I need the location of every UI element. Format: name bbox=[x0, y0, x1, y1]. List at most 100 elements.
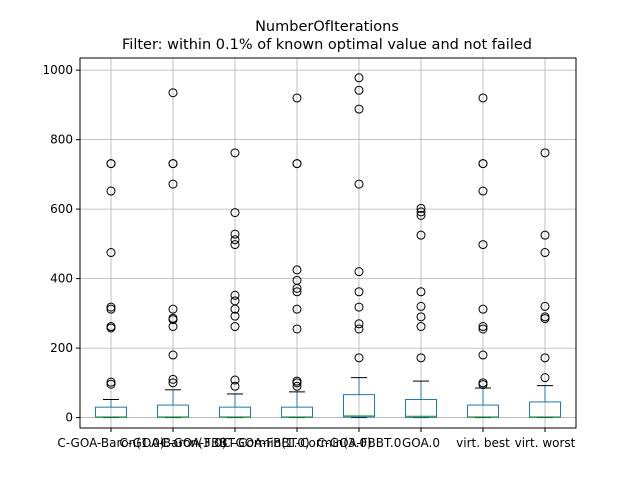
outlier-point bbox=[168, 179, 178, 189]
x-tick-label: C-GOA-FBBT-Cormin(3.0) bbox=[222, 436, 371, 450]
x-tick-label: C-GOA-FBBT.0 bbox=[317, 436, 402, 450]
outlier-point bbox=[478, 186, 488, 196]
outlier-point bbox=[478, 324, 488, 334]
outlier-point bbox=[354, 287, 364, 297]
outlier-point bbox=[354, 324, 364, 334]
outlier-point bbox=[416, 207, 426, 217]
outlier-point bbox=[292, 381, 302, 391]
outlier-point bbox=[230, 208, 240, 218]
outlier-point bbox=[168, 313, 178, 323]
outlier-point bbox=[168, 378, 178, 388]
outlier-point bbox=[168, 88, 178, 98]
outlier-point bbox=[354, 104, 364, 114]
outlier-point bbox=[292, 376, 302, 386]
outlier-point bbox=[416, 210, 426, 220]
outlier-point bbox=[540, 373, 550, 383]
outlier-point bbox=[478, 93, 488, 103]
outlier-point bbox=[292, 324, 302, 334]
outlier-point bbox=[478, 350, 488, 360]
outlier-point bbox=[106, 379, 116, 389]
outlier-point bbox=[168, 304, 178, 314]
box-group bbox=[529, 148, 561, 419]
outlier-point bbox=[416, 287, 426, 297]
outlier-point bbox=[230, 290, 240, 300]
outlier-point bbox=[230, 148, 240, 158]
y-tick-label: 400 bbox=[50, 272, 73, 286]
y-tick-label: 1000 bbox=[42, 63, 73, 77]
outlier-point bbox=[478, 322, 488, 332]
y-tick-label: 200 bbox=[50, 341, 73, 355]
outlier-point bbox=[230, 240, 240, 250]
box-group bbox=[157, 88, 189, 419]
box-iqr bbox=[343, 394, 375, 418]
outlier-point bbox=[292, 265, 302, 275]
chart-subtitle: Filter: within 0.1% of known optimal val… bbox=[122, 37, 532, 53]
box-group bbox=[281, 93, 313, 419]
outlier-point bbox=[292, 287, 302, 297]
x-tick-label: virt. worst bbox=[515, 436, 576, 450]
outlier-point bbox=[540, 248, 550, 258]
outlier-point bbox=[292, 304, 302, 314]
outlier-point bbox=[230, 235, 240, 245]
outlier-point bbox=[354, 73, 364, 83]
outlier-point bbox=[540, 148, 550, 158]
outlier-point bbox=[416, 230, 426, 240]
outlier-point bbox=[354, 179, 364, 189]
boxes bbox=[95, 73, 561, 419]
outlier-point bbox=[354, 267, 364, 277]
box-group bbox=[343, 73, 375, 419]
outlier-point bbox=[354, 302, 364, 312]
outlier-point bbox=[168, 350, 178, 360]
outlier-point bbox=[478, 159, 488, 169]
x-tick-label: GOA.0 bbox=[402, 436, 440, 450]
outlier-point bbox=[106, 248, 116, 258]
outlier-point bbox=[416, 353, 426, 363]
outlier-point bbox=[106, 304, 116, 314]
outlier-point bbox=[478, 378, 488, 388]
box-group bbox=[219, 148, 251, 419]
outlier-point bbox=[168, 374, 178, 384]
outlier-point bbox=[106, 322, 116, 332]
outlier-point bbox=[540, 353, 550, 363]
outlier-point bbox=[230, 229, 240, 239]
outlier-point bbox=[354, 353, 364, 363]
outlier-point bbox=[168, 159, 178, 169]
outlier-point bbox=[292, 275, 302, 285]
outlier-point bbox=[416, 301, 426, 311]
box-group bbox=[405, 203, 437, 419]
x-tick-label: C-GOA-Baron(3.0) bbox=[119, 436, 226, 450]
grid bbox=[80, 58, 576, 428]
outlier-point bbox=[106, 159, 116, 169]
outlier-point bbox=[354, 85, 364, 95]
x-tick-label: C-GOA-FBBT-Cormin(1.0) bbox=[160, 436, 309, 450]
outlier-point bbox=[416, 312, 426, 322]
box-iqr bbox=[405, 399, 437, 418]
box-group bbox=[95, 159, 127, 419]
outlier-point bbox=[230, 296, 240, 306]
outlier-point bbox=[478, 304, 488, 314]
outlier-point bbox=[540, 301, 550, 311]
outlier-point bbox=[354, 319, 364, 329]
plot-frame bbox=[79, 57, 577, 429]
x-tick-label: virt. best bbox=[456, 436, 510, 450]
chart-title: NumberOfIterations bbox=[255, 19, 399, 35]
x-tick-label: C-GOA-Baron(1.0) bbox=[57, 436, 164, 450]
outlier-point bbox=[230, 381, 240, 391]
outlier-point bbox=[292, 159, 302, 169]
outlier-point bbox=[106, 186, 116, 196]
outlier-point bbox=[230, 375, 240, 385]
y-tick-label: 0 bbox=[65, 411, 73, 425]
outlier-point bbox=[416, 322, 426, 332]
y-tick-label: 600 bbox=[50, 202, 73, 216]
outlier-point bbox=[230, 311, 240, 321]
outlier-point bbox=[540, 312, 550, 322]
outlier-point bbox=[230, 322, 240, 332]
outlier-point bbox=[478, 240, 488, 250]
outlier-point bbox=[540, 230, 550, 240]
outlier-point bbox=[292, 93, 302, 103]
box-group bbox=[467, 93, 499, 419]
outlier-point bbox=[416, 203, 426, 213]
y-tick-label: 800 bbox=[50, 133, 73, 147]
outlier-point bbox=[106, 377, 116, 387]
